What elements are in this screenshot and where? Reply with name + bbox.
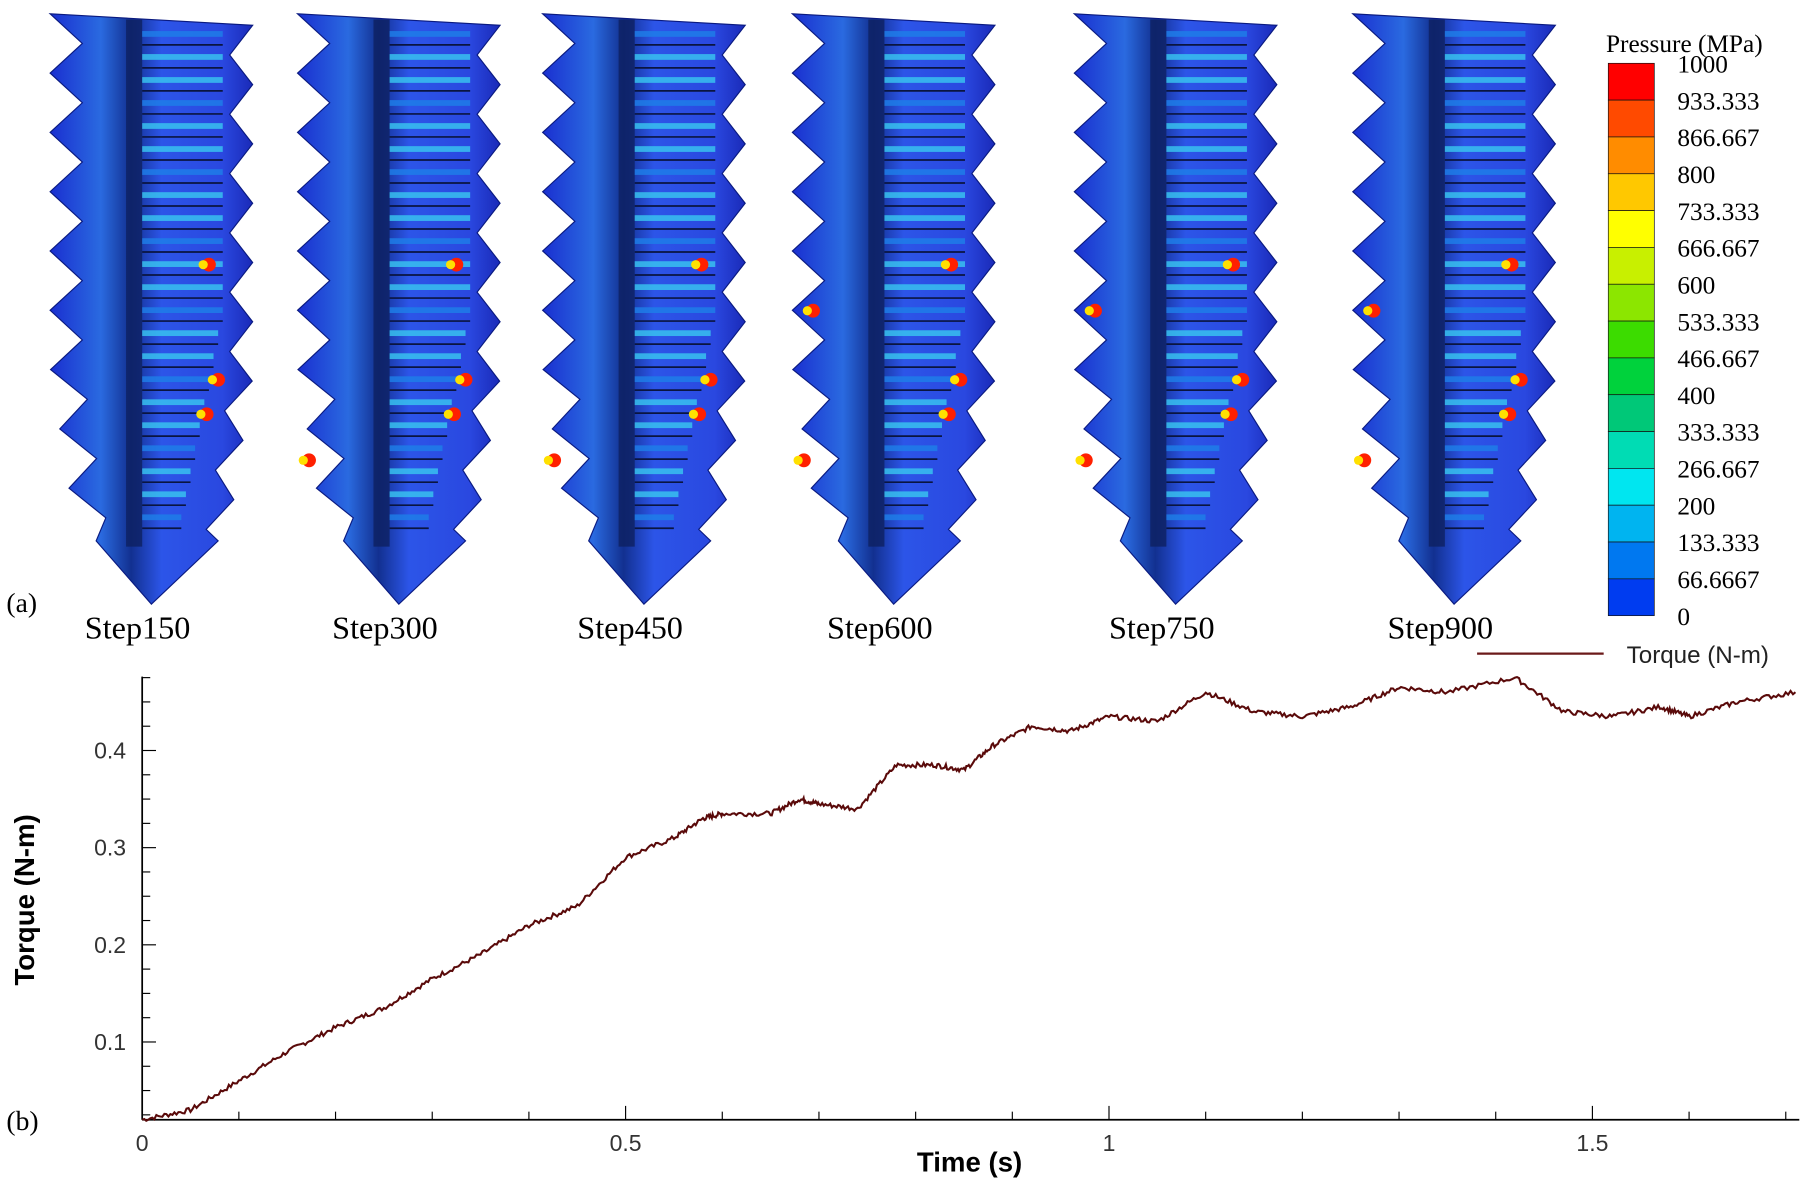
colorbar-label: 200 bbox=[1677, 492, 1715, 520]
colorbar-label: 266.667 bbox=[1677, 456, 1759, 484]
colorbar-label: 666.667 bbox=[1677, 235, 1759, 263]
step-label: Step150 bbox=[85, 610, 191, 646]
panel-label-b: (b) bbox=[6, 1105, 38, 1136]
torque-series-line bbox=[141, 676, 1797, 1122]
x-tick-label: 1 bbox=[1103, 1130, 1116, 1156]
step-label: Step900 bbox=[1387, 610, 1493, 646]
y-tick-label: 0.4 bbox=[94, 738, 126, 764]
colorbar-band bbox=[1607, 173, 1655, 211]
colorbar-label: 866.667 bbox=[1677, 124, 1759, 152]
screw-contour-step450: Step450 bbox=[541, 13, 747, 646]
colorbar-label: 333.333 bbox=[1677, 419, 1759, 447]
pressure-colorbar: Pressure (MPa) 1000 933.333 866.667 800 733.… bbox=[1606, 30, 1763, 631]
y-axis-label: Torque (N-m) bbox=[9, 814, 40, 985]
colorbar-label: 533.333 bbox=[1677, 308, 1759, 336]
x-tick-label: 0.5 bbox=[610, 1130, 642, 1156]
torque-chart: (b) Torque (N-m) Time (s) Torque (N-m) 0… bbox=[6, 642, 1800, 1177]
screw-contour-step750: Step750 bbox=[1072, 13, 1278, 646]
colorbar-label: 600 bbox=[1677, 271, 1715, 299]
colorbar-band bbox=[1607, 247, 1655, 285]
step-label: Step300 bbox=[332, 610, 438, 646]
colorbar-label: 0 bbox=[1677, 603, 1690, 631]
step-label: Step600 bbox=[827, 610, 933, 646]
colorbar-band bbox=[1607, 62, 1655, 101]
colorbar-label: 1000 bbox=[1677, 50, 1728, 78]
y-tick-label: 0.1 bbox=[94, 1029, 126, 1055]
colorbar-band bbox=[1607, 136, 1655, 175]
y-tick-label: 0.2 bbox=[94, 932, 126, 958]
colorbar-label: 733.333 bbox=[1677, 198, 1759, 226]
screw-contour-step600: Step600 bbox=[790, 13, 997, 646]
colorbar-band bbox=[1607, 541, 1655, 580]
step-label: Step450 bbox=[577, 610, 683, 646]
colorbar-band bbox=[1607, 320, 1655, 359]
screw-contour-step900: Step900 bbox=[1351, 13, 1557, 646]
x-tick-label: 1.5 bbox=[1576, 1130, 1608, 1156]
screw-contour-step150: Step150 bbox=[48, 13, 254, 646]
colorbar-band bbox=[1607, 357, 1655, 396]
colorbar-label: 466.667 bbox=[1677, 345, 1759, 373]
colorbar-band bbox=[1607, 431, 1655, 469]
colorbar-band bbox=[1607, 504, 1655, 543]
colorbar-band bbox=[1607, 283, 1655, 322]
colorbar-band bbox=[1607, 578, 1655, 617]
panel-label-a: (a) bbox=[6, 587, 37, 618]
step-label: Step750 bbox=[1109, 610, 1215, 646]
screw-contour-step300: Step300 bbox=[295, 13, 502, 646]
colorbar-title: Pressure (MPa) bbox=[1606, 30, 1763, 58]
screw-contours: Step150 Step300 Step450 Step600 Step750 Step9… bbox=[48, 13, 1557, 646]
colorbar-label: 400 bbox=[1677, 382, 1715, 410]
x-axis-label: Time (s) bbox=[917, 1146, 1022, 1177]
legend-label: Torque (N-m) bbox=[1627, 642, 1769, 669]
colorbar-band bbox=[1607, 99, 1655, 138]
colorbar-band bbox=[1607, 394, 1655, 432]
colorbar-band bbox=[1607, 210, 1655, 248]
y-tick-label: 0.3 bbox=[94, 835, 126, 861]
colorbar-label: 66.6667 bbox=[1677, 566, 1759, 594]
colorbar-label: 933.333 bbox=[1677, 87, 1759, 115]
colorbar-label: 133.333 bbox=[1677, 529, 1759, 557]
colorbar-band bbox=[1607, 468, 1655, 506]
x-tick-label: 0 bbox=[136, 1130, 149, 1156]
colorbar-label: 800 bbox=[1677, 161, 1715, 189]
